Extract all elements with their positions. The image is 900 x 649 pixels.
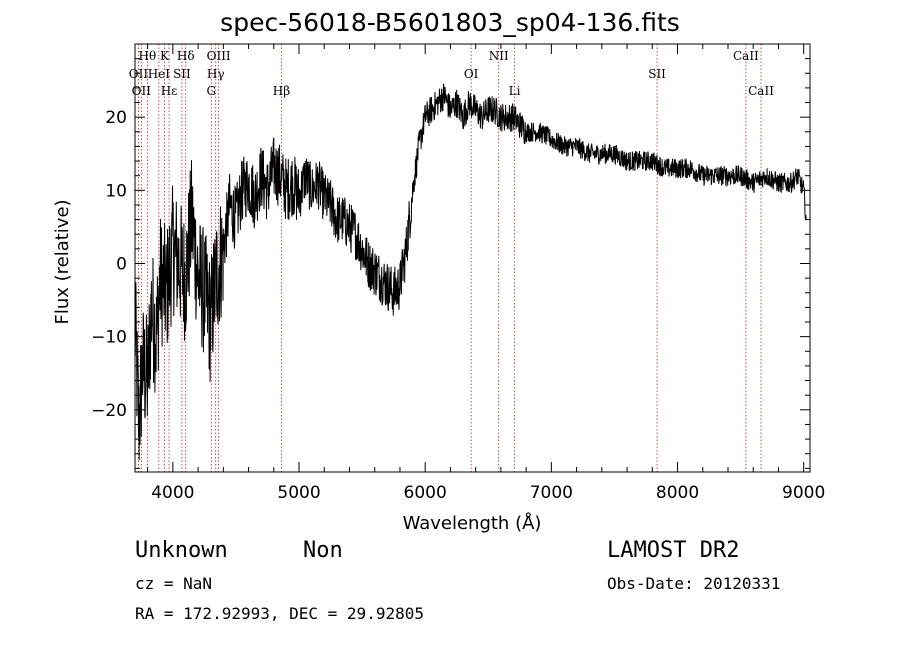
- x-tick-label: 6000: [404, 483, 447, 503]
- spectral-line-label: Hδ: [177, 49, 195, 63]
- x-tick-label: 5000: [277, 483, 320, 503]
- axis-ticks: [135, 43, 810, 472]
- spectral-line-label: G: [207, 84, 217, 98]
- spectrum-line: [134, 83, 807, 461]
- y-tick-label: −20: [91, 401, 127, 421]
- tick-labels: 4000 5000 6000 7000 8000 9000 −20 −10 0 10 20: [91, 108, 825, 503]
- coordinates: RA = 172.92993, DEC = 29.92805: [135, 604, 424, 623]
- spectral-line-label: OII: [132, 84, 152, 98]
- x-tick-label: 4000: [151, 483, 194, 503]
- spectral-line-label: OII: [129, 67, 149, 81]
- y-axis-label: Flux (relative): [52, 199, 73, 324]
- survey-name: LAMOST DR2: [607, 538, 740, 563]
- spectral-line-label: Hθ: [139, 49, 157, 63]
- y-tick-label: 0: [116, 254, 127, 274]
- spectral-line-label: Li: [509, 84, 521, 98]
- spectral-line-label: CaII: [748, 84, 774, 98]
- x-tick-label: 7000: [530, 483, 573, 503]
- x-tick-label: 8000: [656, 483, 699, 503]
- spectral-line-label: CaII: [733, 49, 759, 63]
- spectral-line-label: K: [160, 49, 170, 63]
- spectral-line-label: Hβ: [273, 84, 290, 98]
- spectral-line-label: HeI: [148, 67, 171, 81]
- spectral-line-label: SII: [173, 67, 191, 81]
- spectral-line-label: OI: [464, 67, 479, 81]
- spectral-line-label: OIII: [207, 49, 231, 63]
- plot-frame: [134, 43, 811, 473]
- spectral-line-label: Hε: [161, 84, 178, 98]
- chart-title: spec-56018-B5601803_sp04-136.fits: [220, 8, 680, 37]
- y-tick-label: 10: [105, 181, 127, 201]
- y-tick-label: −10: [91, 328, 127, 348]
- object-subclass: Non: [303, 538, 343, 563]
- redshift-cz: cz = NaN: [135, 574, 213, 593]
- spectral-line-label: SII: [648, 67, 666, 81]
- spectral-line-label: NII: [489, 49, 509, 63]
- spectral-line-label: Hγ: [207, 67, 225, 81]
- y-tick-label: 20: [105, 108, 127, 128]
- spectrum-series: [134, 83, 807, 461]
- observation-date: Obs-Date: 20120331: [607, 574, 781, 593]
- object-class: Unknown: [135, 538, 228, 563]
- x-axis-label: Wavelength (Å): [403, 512, 542, 534]
- x-tick-label: 9000: [782, 483, 825, 503]
